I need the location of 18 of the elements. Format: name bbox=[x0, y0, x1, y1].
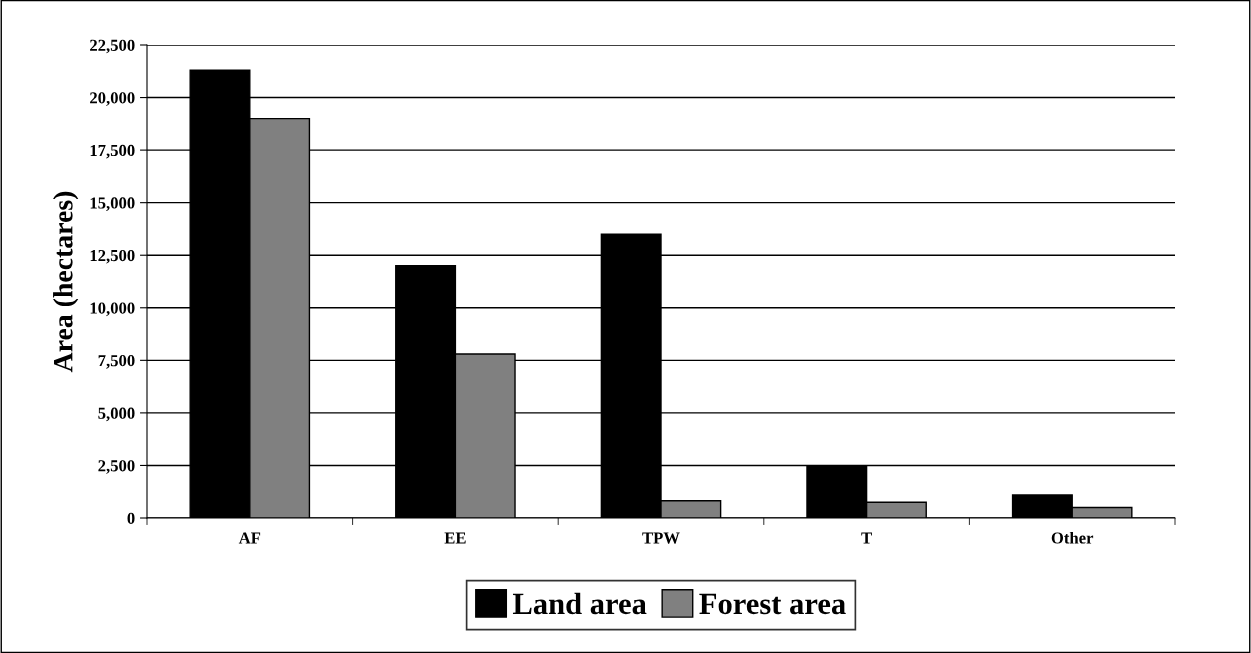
x-tick-label: Other bbox=[1051, 531, 1094, 544]
y-tick-label: 20,000 bbox=[90, 92, 135, 106]
y-tick-label: 10,000 bbox=[90, 302, 135, 317]
x-tick-label: EE bbox=[444, 532, 466, 544]
y-tick-label: 12,500 bbox=[90, 249, 135, 264]
y-tick-label: 0 bbox=[127, 512, 135, 524]
y-tick-label: 17,500 bbox=[90, 144, 135, 159]
x-tick-label: T bbox=[861, 532, 872, 544]
x-tick-label: TPW bbox=[642, 532, 680, 544]
y-tick-label: 7,500 bbox=[98, 355, 135, 369]
y-axis-title: Area (hectares) bbox=[53, 191, 79, 373]
y-tick-label: 15,000 bbox=[90, 197, 135, 212]
y-tick-label: 22,500 bbox=[90, 39, 135, 54]
y-tick-label: 5,000 bbox=[98, 407, 135, 422]
legend-label: Forest area bbox=[699, 593, 846, 615]
legend-label: Land area bbox=[512, 592, 647, 615]
x-tick-label: AF bbox=[238, 532, 261, 544]
y-tick-label: 2,500 bbox=[98, 460, 135, 474]
